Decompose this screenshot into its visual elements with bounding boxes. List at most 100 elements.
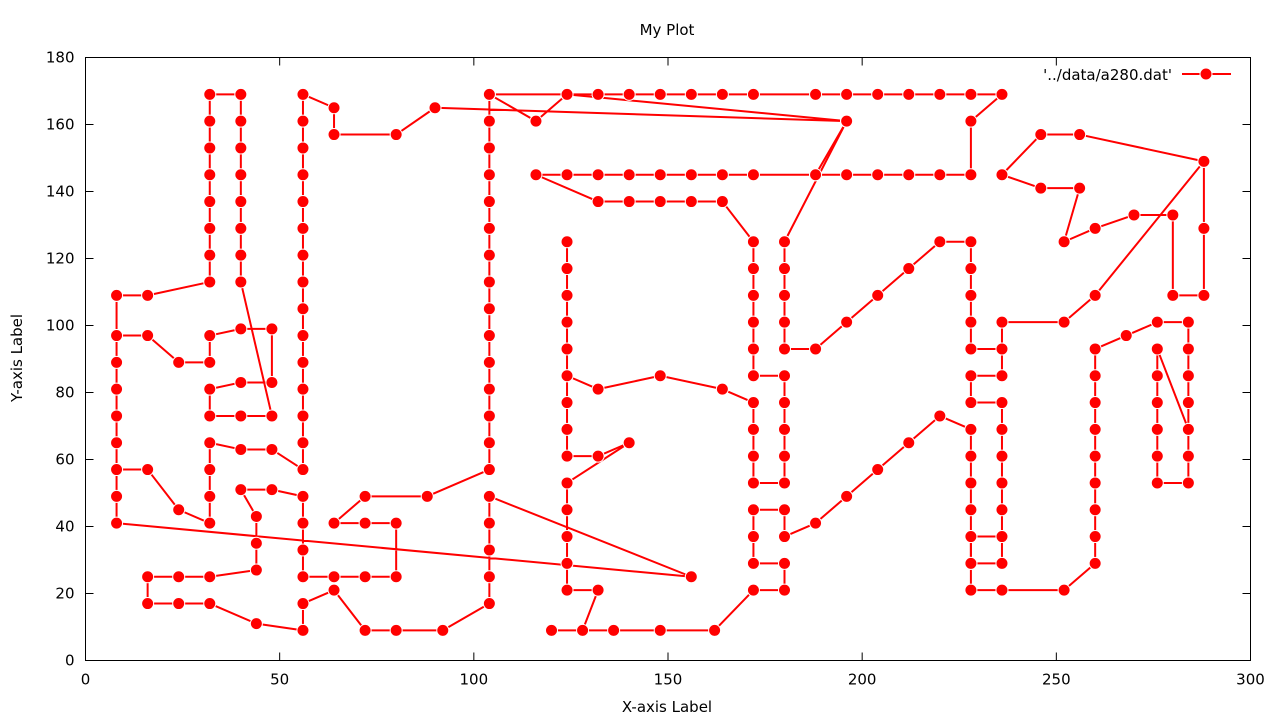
data-point <box>172 503 186 517</box>
data-point <box>296 355 310 369</box>
data-point <box>1150 476 1164 490</box>
data-point <box>746 168 760 182</box>
data-point <box>234 322 248 336</box>
data-point <box>840 168 854 182</box>
data-point <box>327 570 341 584</box>
data-point <box>234 375 248 389</box>
data-point <box>203 516 217 530</box>
data-point <box>871 168 885 182</box>
data-point <box>964 235 978 249</box>
data-point <box>110 436 124 450</box>
series-line <box>550 321 1190 632</box>
series-line <box>534 173 816 484</box>
data-point <box>1088 342 1102 356</box>
data-point <box>141 463 155 477</box>
data-point <box>809 516 823 530</box>
data-point <box>560 503 574 517</box>
data-point <box>746 87 760 101</box>
data-point <box>746 449 760 463</box>
data-point <box>964 262 978 276</box>
data-point <box>778 288 791 302</box>
data-point <box>296 114 310 128</box>
data-point <box>995 369 1009 383</box>
data-point <box>622 436 636 450</box>
y-tick-label: 120 <box>46 250 75 268</box>
data-point <box>203 114 217 128</box>
chart-title: My Plot <box>640 21 695 39</box>
data-point <box>234 87 248 101</box>
data-point <box>1088 422 1102 436</box>
data-point <box>296 623 310 637</box>
data-point <box>778 449 791 463</box>
data-point <box>389 516 403 530</box>
data-point <box>296 489 310 503</box>
data-point <box>933 168 947 182</box>
data-point <box>1057 583 1071 597</box>
data-point <box>482 463 496 477</box>
data-point <box>560 87 574 101</box>
x-tick-label: 300 <box>1236 671 1265 689</box>
data-point <box>995 476 1009 490</box>
data-point <box>933 87 947 101</box>
data-point <box>234 221 248 235</box>
y-tick-label: 160 <box>46 116 75 134</box>
y-axis-ticks: 0 20 40 60 80 100 120 140 160 180 <box>46 49 1251 670</box>
data-point <box>482 516 496 530</box>
data-point <box>1181 449 1195 463</box>
data-point <box>560 168 574 182</box>
data-point <box>622 87 636 101</box>
data-point <box>708 623 722 637</box>
data-point <box>327 583 341 597</box>
data-point <box>1088 288 1102 302</box>
data-point <box>1127 208 1141 222</box>
series-line <box>115 93 273 470</box>
data-point <box>560 583 574 597</box>
data-point <box>203 463 217 477</box>
data-point <box>715 168 729 182</box>
data-point <box>591 583 605 597</box>
data-point <box>1088 476 1102 490</box>
data-point <box>684 195 698 209</box>
data-point <box>964 114 978 128</box>
data-point <box>203 597 217 611</box>
data-point <box>110 489 124 503</box>
data-point <box>296 195 310 209</box>
data-point <box>327 101 341 115</box>
x-tick-label: 50 <box>270 671 289 689</box>
data-point <box>203 382 217 396</box>
data-point <box>1181 342 1195 356</box>
data-point <box>482 168 496 182</box>
data-point <box>482 409 496 423</box>
data-point <box>172 355 186 369</box>
data-point <box>296 221 310 235</box>
data-point <box>560 288 574 302</box>
data-point <box>172 570 186 584</box>
data-point <box>482 195 496 209</box>
series-line <box>488 93 1003 176</box>
data-point <box>653 168 667 182</box>
data-point <box>591 449 605 463</box>
data-point <box>482 597 496 611</box>
data-point <box>1073 181 1087 195</box>
data-point <box>234 114 248 128</box>
data-point <box>296 570 310 584</box>
data-point <box>203 87 217 101</box>
data-point <box>591 168 605 182</box>
data-point <box>1088 503 1102 517</box>
data-point <box>1150 315 1164 329</box>
data-point <box>482 543 496 557</box>
data-point <box>715 195 729 209</box>
data-point <box>995 503 1009 517</box>
data-point <box>296 516 310 530</box>
data-point <box>436 623 450 637</box>
data-point <box>964 288 978 302</box>
data-point <box>746 503 760 517</box>
data-point <box>560 315 574 329</box>
data-point <box>203 195 217 209</box>
data-point <box>358 516 372 530</box>
data-point <box>296 329 310 343</box>
data-point <box>560 369 574 383</box>
y-tick-label: 20 <box>55 585 74 603</box>
data-point <box>110 329 124 343</box>
